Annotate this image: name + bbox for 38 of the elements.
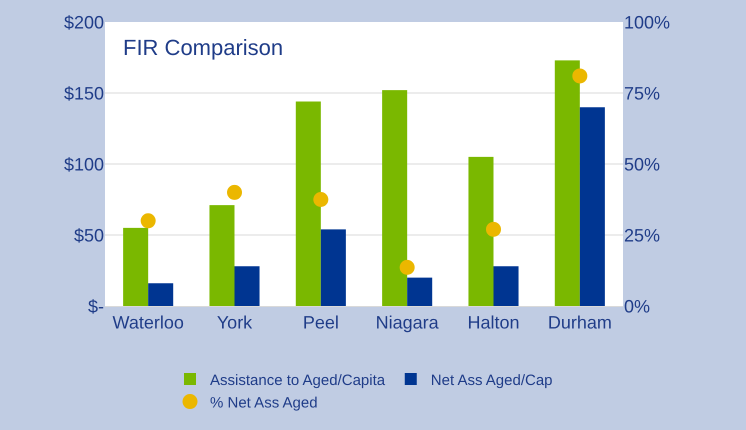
x-tick-label: Halton: [467, 312, 520, 333]
point: [572, 68, 588, 84]
point: [140, 213, 156, 228]
y2-tick-label: 25%: [624, 225, 660, 246]
bar: [580, 107, 605, 306]
bar: [320, 229, 346, 306]
point: [486, 222, 501, 237]
legend-label: Assistance to Aged/Capita: [210, 372, 386, 389]
bar: [123, 228, 148, 306]
bar: [554, 60, 580, 306]
y2-tick-label: 0%: [624, 296, 650, 316]
point: [400, 260, 415, 275]
legend-label: Net Ass Aged/Cap: [430, 372, 553, 389]
bar: [209, 205, 234, 306]
legend-label: % Net Ass Aged: [210, 394, 318, 412]
y-tick-label: $100: [64, 154, 104, 174]
y-tick-label: $200: [64, 12, 104, 32]
x-tick-label: Peel: [302, 312, 339, 333]
bar: [494, 266, 519, 306]
x-tick-label: Waterloo: [112, 312, 184, 333]
bar: [148, 283, 174, 306]
bar: [468, 156, 494, 306]
x-tick-label: Durham: [548, 312, 612, 333]
bar: [234, 266, 260, 306]
bar: [407, 278, 432, 306]
y-tick-label: $50: [74, 225, 104, 246]
y2-tick-label: 50%: [624, 154, 660, 174]
point: [227, 184, 242, 200]
y-tick-label: $-: [88, 296, 104, 316]
text: FIR Comparison: [123, 35, 284, 60]
bar: [296, 102, 321, 306]
x-tick-label: Niagara: [376, 312, 440, 333]
bar: [382, 90, 408, 306]
y2-tick-label: 100%: [624, 12, 670, 32]
point: [313, 192, 328, 207]
y-tick-label: $150: [64, 83, 104, 104]
x-tick-label: York: [216, 312, 254, 333]
y2-tick-label: 75%: [624, 83, 660, 104]
